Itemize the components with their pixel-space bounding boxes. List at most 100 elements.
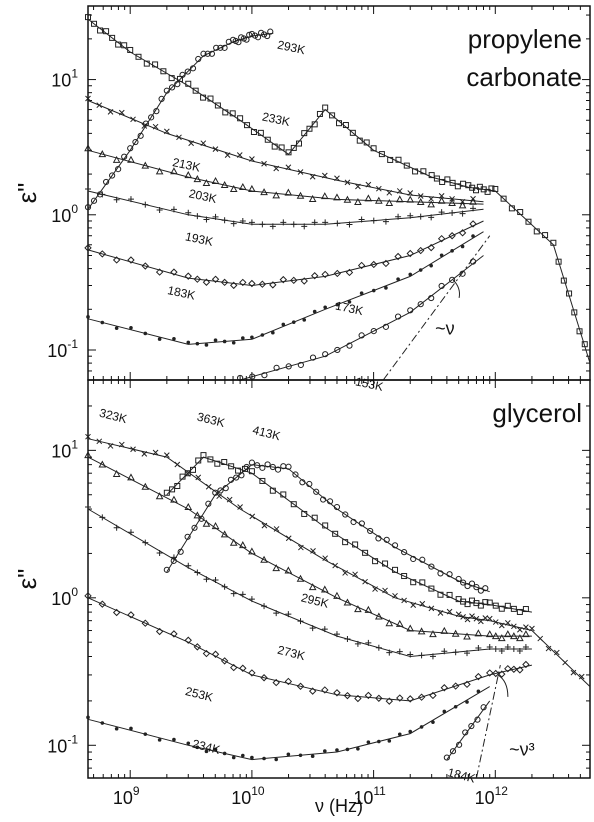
data-point <box>484 188 491 195</box>
data-point <box>184 636 192 644</box>
data-point <box>469 220 477 228</box>
y-tick-label: 10-1 <box>47 732 78 756</box>
data-point <box>243 36 250 43</box>
data-point <box>296 574 305 582</box>
data-point <box>127 256 135 264</box>
data-point <box>438 282 445 290</box>
data-point <box>510 605 517 612</box>
data-point <box>431 720 435 724</box>
data-point <box>437 570 444 577</box>
data-point <box>280 491 287 498</box>
data-point <box>302 318 307 322</box>
data-point <box>312 309 317 314</box>
data-point <box>522 630 530 638</box>
data-point <box>320 192 329 200</box>
data-point <box>300 277 308 285</box>
data-point <box>239 278 247 287</box>
data-point <box>163 566 170 573</box>
data-point <box>439 253 444 258</box>
data-point <box>437 234 446 243</box>
data-point <box>127 611 135 619</box>
data-point <box>228 463 235 470</box>
data-point <box>458 201 467 209</box>
data-point <box>344 179 351 186</box>
data-point <box>510 632 518 640</box>
data-point <box>157 738 162 742</box>
data-point <box>417 301 424 308</box>
data-point <box>382 259 390 268</box>
data-point <box>193 275 202 283</box>
data-point <box>212 213 219 220</box>
data-point <box>516 634 524 642</box>
series-line <box>239 255 484 381</box>
data-point <box>291 320 296 324</box>
data-point <box>310 272 319 280</box>
data-point <box>321 172 328 179</box>
data-point <box>269 223 276 230</box>
data-point <box>195 55 202 63</box>
data-point <box>141 262 150 270</box>
y-tick-label: 100 <box>51 202 78 226</box>
data-point <box>98 250 107 258</box>
data-point <box>222 751 227 756</box>
data-point <box>394 313 402 320</box>
data-point <box>410 602 417 608</box>
data-point <box>156 206 163 213</box>
data-point <box>396 277 400 281</box>
data-point <box>204 50 211 57</box>
data-point <box>581 341 588 348</box>
y-tick-label: 101 <box>51 437 78 461</box>
data-point <box>504 643 511 650</box>
data-point <box>522 643 529 650</box>
data-point <box>498 622 505 629</box>
data-point <box>109 34 116 41</box>
data-point <box>115 41 122 48</box>
data-point <box>200 140 207 147</box>
data-point <box>269 463 276 471</box>
data-point <box>84 451 92 459</box>
data-point <box>550 239 557 246</box>
data-point <box>269 487 276 494</box>
data-point <box>386 649 393 656</box>
data-point <box>290 501 297 508</box>
series-295K: 295K <box>84 451 532 642</box>
data-point <box>516 666 524 674</box>
data-point <box>441 648 448 655</box>
data-point <box>480 704 487 711</box>
panel-label: propylene <box>468 24 582 54</box>
data-point <box>429 263 433 268</box>
data-point <box>459 210 466 217</box>
x-tick-label: 1012 <box>475 784 509 808</box>
data-point <box>442 709 447 714</box>
data-point <box>296 191 305 199</box>
data-point <box>448 199 456 207</box>
data-point <box>417 213 424 220</box>
data-point <box>375 644 382 651</box>
series-203K: 203K <box>84 144 484 209</box>
data-point <box>248 468 255 475</box>
data-point <box>112 469 121 477</box>
data-point <box>301 130 308 137</box>
data-point <box>273 165 280 172</box>
data-point <box>85 14 91 21</box>
data-point <box>285 363 292 370</box>
data-point <box>449 276 456 283</box>
data-point <box>370 217 377 224</box>
data-point <box>482 585 489 592</box>
data-point <box>226 496 233 503</box>
data-point <box>356 137 363 144</box>
data-point <box>261 372 268 379</box>
series-label: 293K <box>276 38 306 58</box>
data-point <box>243 463 250 471</box>
data-point <box>464 650 471 657</box>
data-point <box>451 629 460 637</box>
data-point <box>155 167 164 175</box>
data-point <box>220 657 229 665</box>
series-label: 363K <box>196 410 227 430</box>
data-point <box>254 34 262 41</box>
data-point <box>473 187 480 194</box>
data-point <box>428 563 435 570</box>
data-point <box>278 144 285 151</box>
data-point <box>290 276 298 285</box>
series-193K: 193K <box>85 185 484 249</box>
